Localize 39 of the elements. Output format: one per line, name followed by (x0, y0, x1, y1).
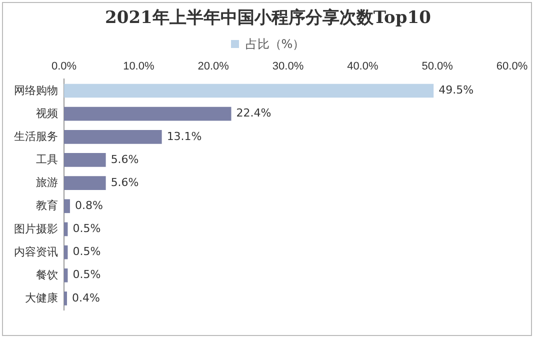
y-tick-label: 网络购物 (14, 84, 58, 97)
legend-label: 占比（%） (245, 37, 305, 51)
x-tick-label: 20.0% (198, 60, 230, 73)
data-label: 22.4% (236, 106, 272, 120)
data-label: 0.8% (74, 199, 103, 212)
y-tick-label: 餐饮 (36, 269, 58, 282)
bar (64, 176, 106, 190)
y-tick-label: 旅游 (36, 176, 58, 190)
data-label: 5.6% (110, 176, 139, 189)
y-tick-label: 生活服务 (14, 130, 58, 143)
chart-title: 2021年上半年中国小程序分享次数Top10 (104, 7, 432, 29)
bar (64, 106, 232, 121)
x-tick-label: 50.0% (422, 60, 454, 73)
x-tick-label: 60.0% (496, 60, 528, 73)
y-tick-label: 大健康 (25, 291, 58, 304)
data-label: 49.5% (438, 84, 474, 97)
data-label: 5.6% (110, 152, 139, 166)
bar (64, 153, 106, 167)
y-tick-label: 图片摄影 (14, 222, 58, 236)
x-tick-label: 30.0% (272, 60, 304, 73)
y-tick-label: 内容资讯 (14, 245, 58, 258)
bar (64, 84, 434, 98)
y-tick-label: 工具 (36, 154, 58, 166)
data-label: 0.5% (72, 222, 101, 236)
bar (64, 130, 162, 144)
y-tick-label: 教育 (36, 199, 58, 212)
x-tick-label: 10.0% (123, 60, 154, 73)
bar (64, 268, 68, 282)
bar (64, 199, 70, 214)
data-label: 13.1% (166, 130, 202, 143)
x-tick-label: 40.0% (347, 60, 378, 73)
data-label: 0.5% (72, 268, 101, 282)
bar (64, 292, 67, 306)
data-label: 0.4% (72, 291, 100, 304)
y-tick-label: 视频 (36, 106, 58, 120)
bar (64, 222, 68, 236)
bar (64, 245, 68, 260)
x-tick-label: 0.0% (51, 60, 77, 73)
data-label: 0.5% (72, 245, 101, 258)
